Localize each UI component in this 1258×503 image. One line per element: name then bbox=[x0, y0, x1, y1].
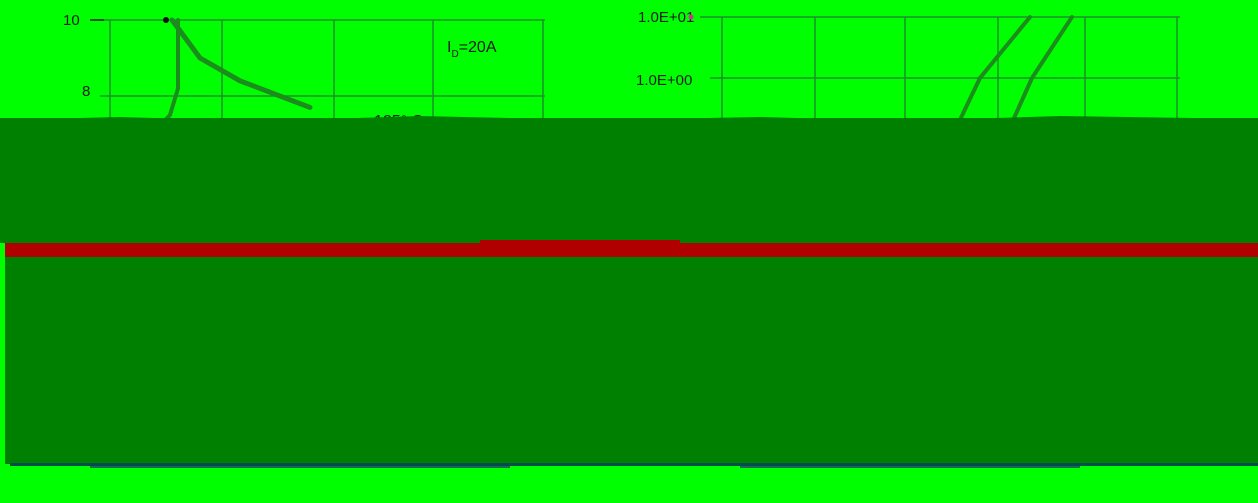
dark-green-band-jagged-edge bbox=[0, 116, 1258, 130]
red-band bbox=[5, 243, 1258, 257]
noise-line-speckle bbox=[90, 466, 510, 468]
left-annotation-id-text: I bbox=[447, 39, 451, 56]
dark-green-band-bottom bbox=[5, 257, 1258, 464]
left-series-0-line bbox=[169, 17, 313, 110]
right-tick-marker bbox=[688, 14, 694, 20]
occlusion-overlay bbox=[0, 116, 1258, 468]
dark-green-band-top bbox=[0, 118, 1258, 243]
noise-line-speckle-right bbox=[740, 466, 1080, 468]
left-y-tick-8: 8 bbox=[82, 83, 90, 100]
left-chart: 10 8 ID=20A 125° C bbox=[63, 12, 545, 133]
red-band-notch bbox=[480, 240, 680, 244]
left-series-1-line bbox=[154, 18, 180, 133]
noise-line bbox=[10, 463, 1258, 466]
left-annotation-id-suffix: =20A bbox=[459, 39, 497, 56]
left-grid bbox=[100, 19, 545, 120]
right-grid bbox=[700, 16, 1180, 120]
left-annotation-id-sub: D bbox=[451, 49, 458, 60]
right-y-tick-1e00: 1.0E+00 bbox=[636, 72, 692, 89]
left-curve-origin-dot bbox=[163, 17, 169, 23]
left-annotation-id: ID=20A bbox=[447, 39, 497, 60]
left-y-tick-10: 10 bbox=[63, 12, 80, 29]
right-y-tick-1e01: 1.0E+01 bbox=[638, 9, 694, 26]
